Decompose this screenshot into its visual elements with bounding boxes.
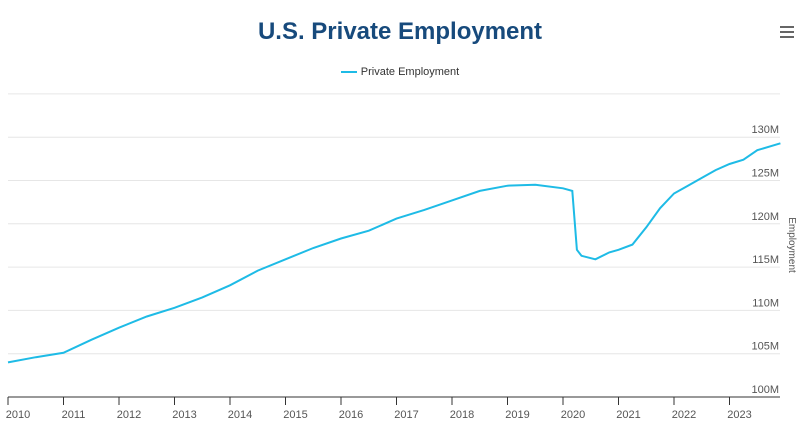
- y-tick-label: 125M: [751, 168, 779, 180]
- y-tick-label: 105M: [751, 341, 779, 353]
- legend-label: Private Employment: [360, 66, 460, 78]
- y-axis-title: Employment: [786, 217, 797, 273]
- x-tick-label: 2019: [505, 409, 529, 421]
- x-tick-label: 2020: [561, 409, 585, 421]
- x-tick-label: 2010: [6, 409, 30, 421]
- x-tick-label: 2021: [616, 409, 640, 421]
- y-tick-label: 115M: [752, 254, 779, 266]
- x-tick-label: 2011: [62, 409, 86, 421]
- hamburger-menu-icon[interactable]: [780, 26, 794, 40]
- y-tick-label: 100M: [751, 384, 779, 396]
- x-tick-label: 2012: [117, 409, 141, 421]
- legend-item[interactable]: Private Employment: [0, 66, 800, 78]
- x-tick-label: 2013: [172, 409, 196, 421]
- x-tick-label: 2015: [283, 409, 307, 421]
- x-tick-label: 2017: [394, 409, 418, 421]
- x-tick-label: 2023: [727, 409, 751, 421]
- x-tick-label: 2014: [228, 409, 252, 421]
- x-tick-label: 2022: [672, 409, 696, 421]
- y-tick-label: 120M: [751, 211, 779, 223]
- x-tick-label: 2018: [450, 409, 474, 421]
- x-tick-label: 2016: [339, 409, 363, 421]
- legend-swatch: [340, 71, 357, 74]
- series-line-private-employment: [7, 142, 781, 364]
- y-tick-label: 130M: [751, 124, 779, 136]
- y-tick-label: 110M: [752, 297, 779, 309]
- chart-title: U.S. Private Employment: [257, 18, 543, 45]
